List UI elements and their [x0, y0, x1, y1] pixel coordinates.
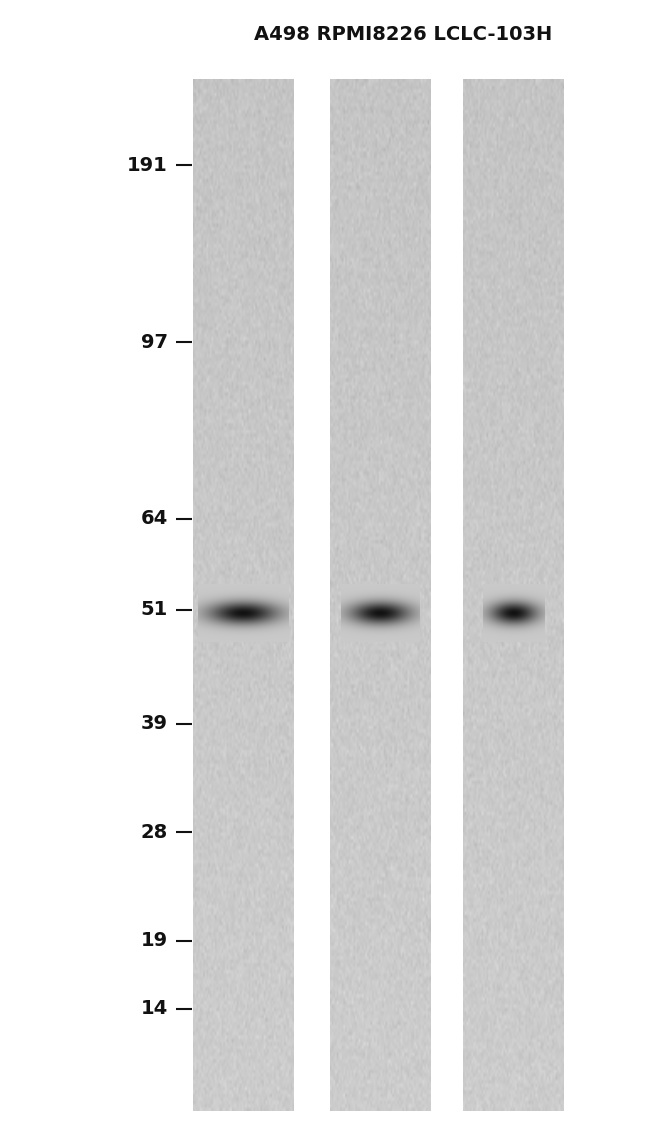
- Text: 51: 51: [140, 601, 168, 619]
- Text: 39: 39: [140, 715, 168, 733]
- Text: 28: 28: [140, 823, 168, 841]
- Text: 191: 191: [127, 156, 168, 174]
- Text: 97: 97: [140, 333, 168, 351]
- Text: A498 RPMI8226 LCLC-103H: A498 RPMI8226 LCLC-103H: [254, 25, 552, 43]
- Text: 64: 64: [140, 510, 168, 528]
- Text: 19: 19: [140, 931, 168, 950]
- Text: 14: 14: [140, 1000, 168, 1018]
